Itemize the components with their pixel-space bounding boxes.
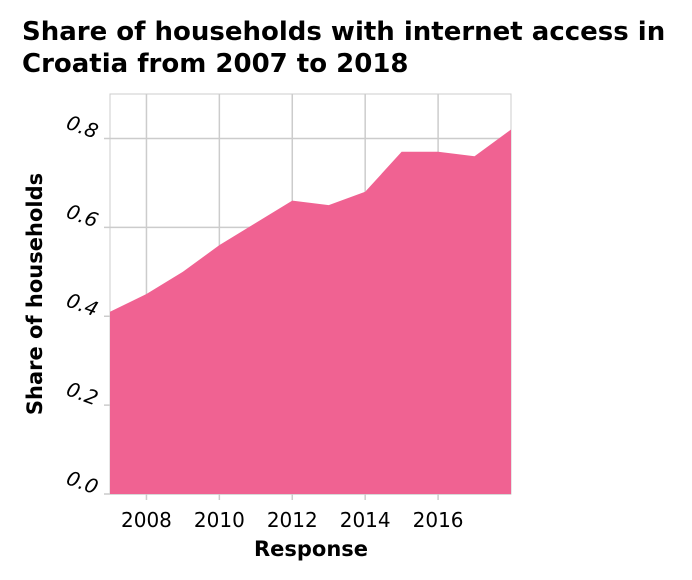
x-tick-label: 2010: [194, 508, 245, 532]
x-axis-ticks: 2008 2010 2012 2014 2016: [121, 508, 464, 532]
area-series: [109, 129, 512, 495]
y-axis-label: Share of households: [23, 173, 47, 415]
y-tick-label: 0.6: [63, 199, 101, 232]
y-tick-label: 0.4: [63, 288, 101, 321]
chart-title: Share of households with internet access…: [22, 17, 666, 79]
y-tick-label: 0.0: [63, 466, 101, 499]
x-tick-label: 2008: [121, 508, 172, 532]
x-axis-label: Response: [254, 537, 368, 561]
x-tick-label: 2012: [267, 508, 318, 532]
y-tick-label: 0.2: [63, 377, 101, 410]
y-axis-ticks: 0.0 0.2 0.4 0.6 0.8: [63, 110, 101, 499]
x-tick-label: 2016: [413, 508, 464, 532]
y-tick-label: 0.8: [63, 110, 101, 143]
area-series-fill: [110, 129, 511, 495]
x-tick-label: 2014: [340, 508, 391, 532]
